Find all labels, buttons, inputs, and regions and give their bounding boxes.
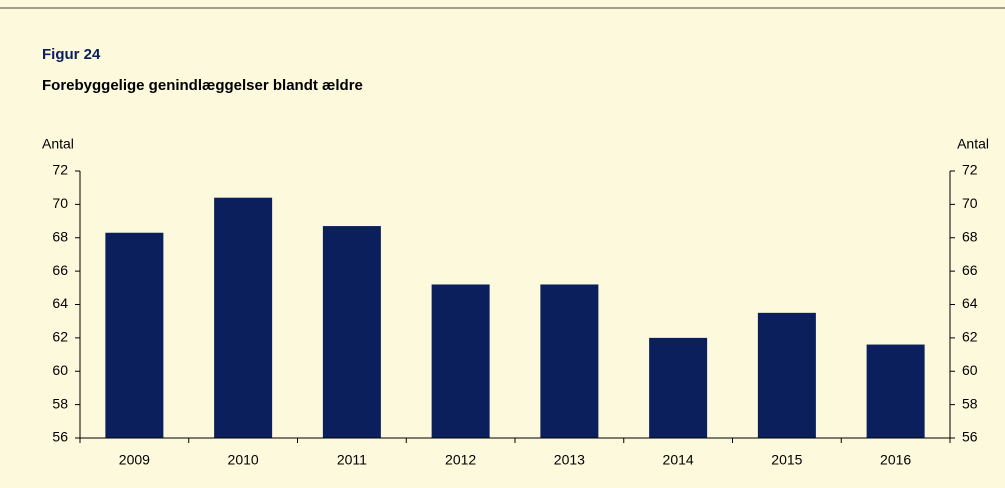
- x-tick-label: 2010: [228, 452, 259, 468]
- bar: [105, 232, 164, 438]
- y-tick-label: 72: [52, 162, 68, 178]
- chart-title: Figur 24: [42, 46, 101, 63]
- y2-tick-label: 72: [962, 162, 978, 178]
- x-tick-label: 2014: [663, 452, 694, 468]
- y-axis-label: Antal: [42, 136, 74, 152]
- x-tick-label: 2009: [119, 452, 150, 468]
- bar: [322, 226, 381, 438]
- y2-tick-label: 70: [962, 195, 978, 211]
- bar: [540, 284, 599, 438]
- y-tick-label: 68: [52, 228, 68, 244]
- bar: [214, 197, 273, 438]
- y2-tick-label: 66: [962, 262, 978, 278]
- x-tick-label: 2013: [554, 452, 585, 468]
- y-tick-label: 56: [52, 429, 68, 445]
- chart-subtitle: Forebyggelige genindlæggelser blandt æld…: [42, 77, 363, 94]
- y-tick-label: 66: [52, 262, 68, 278]
- x-tick-label: 2016: [880, 452, 911, 468]
- x-tick-label: 2012: [445, 452, 476, 468]
- y2-axis-label: Antal: [957, 136, 989, 152]
- bar: [866, 344, 925, 438]
- x-tick-label: 2011: [337, 452, 367, 468]
- y-tick-label: 62: [52, 329, 68, 345]
- y-tick-label: 58: [52, 395, 68, 411]
- y2-tick-label: 64: [962, 295, 978, 311]
- y2-tick-label: 56: [962, 429, 978, 445]
- y-tick-label: 64: [52, 295, 68, 311]
- y2-tick-label: 62: [962, 329, 978, 345]
- y2-tick-label: 58: [962, 395, 978, 411]
- x-tick-label: 2015: [771, 452, 802, 468]
- y-tick-label: 70: [52, 195, 68, 211]
- y-tick-label: 60: [52, 362, 68, 378]
- bar: [649, 337, 708, 438]
- bar: [757, 312, 816, 438]
- y2-tick-label: 68: [962, 228, 978, 244]
- y2-tick-label: 60: [962, 362, 978, 378]
- bar: [431, 284, 490, 438]
